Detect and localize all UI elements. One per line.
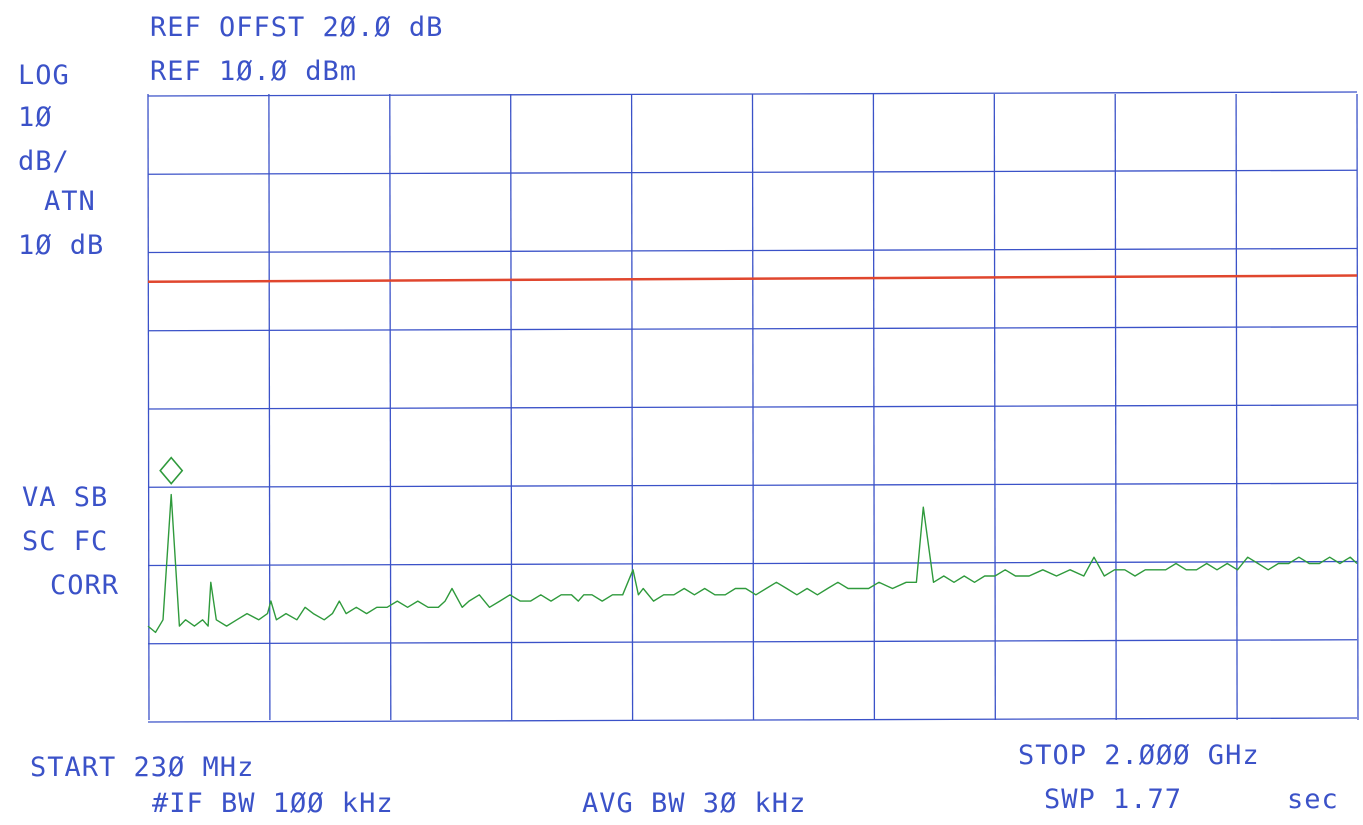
sweep-unit-label: sec (1287, 784, 1339, 815)
limit-line-group (147, 274, 1358, 284)
if-bandwidth-label: #IF BW 1ØØ kHz (152, 788, 394, 819)
atten-label: ATN (44, 186, 96, 217)
grid-horizontal-line (147, 326, 1358, 332)
ref-level-label: REF 1Ø.Ø dBm (150, 56, 358, 87)
flags-line-1: VA SB (22, 482, 109, 513)
grid-vertical-line (268, 93, 271, 721)
scale-mode-label: LOG (18, 60, 70, 91)
flags-line-3: CORR (50, 570, 120, 601)
grid-horizontal-line (147, 639, 1358, 645)
scale-value-label: 1Ø (18, 102, 53, 133)
limit-line (147, 274, 1358, 284)
grid-vertical-line (510, 93, 513, 721)
graticule (147, 91, 1359, 723)
marker-group (159, 456, 184, 485)
grid-horizontal-line (147, 91, 1358, 97)
atten-value-label: 1Ø dB (18, 230, 105, 261)
grid-vertical-line (389, 93, 392, 721)
trace-group (147, 493, 1358, 634)
grid-horizontal-line (147, 247, 1358, 254)
grid-vertical-line (993, 93, 996, 721)
grid-horizontal-line (147, 169, 1358, 175)
grid-horizontal-line (147, 717, 1358, 723)
spectrum-trace (147, 493, 1358, 634)
grid-horizontal-line (147, 560, 1358, 567)
grid-horizontal-line (147, 404, 1358, 410)
stop-frequency-label: STOP 2.ØØØ GHz (1018, 740, 1260, 771)
grid-vertical-line (147, 93, 150, 721)
grid-vertical-line (1356, 93, 1359, 721)
marker-diamond-icon (159, 456, 184, 485)
grid-vertical-line (1235, 93, 1238, 721)
sweep-time-label: SWP 1.77 (1044, 784, 1183, 815)
ref-offset-label: REF OFFST 2Ø.Ø dB (150, 12, 444, 43)
flags-line-2: SC FC (22, 526, 109, 557)
avg-bandwidth-label: AVG BW 3Ø kHz (582, 788, 807, 819)
grid-vertical-line (1114, 93, 1117, 721)
start-frequency-label: START 23Ø MHz (30, 752, 255, 783)
scale-unit-label: dB/ (18, 146, 70, 177)
grid-horizontal-line (147, 482, 1358, 488)
